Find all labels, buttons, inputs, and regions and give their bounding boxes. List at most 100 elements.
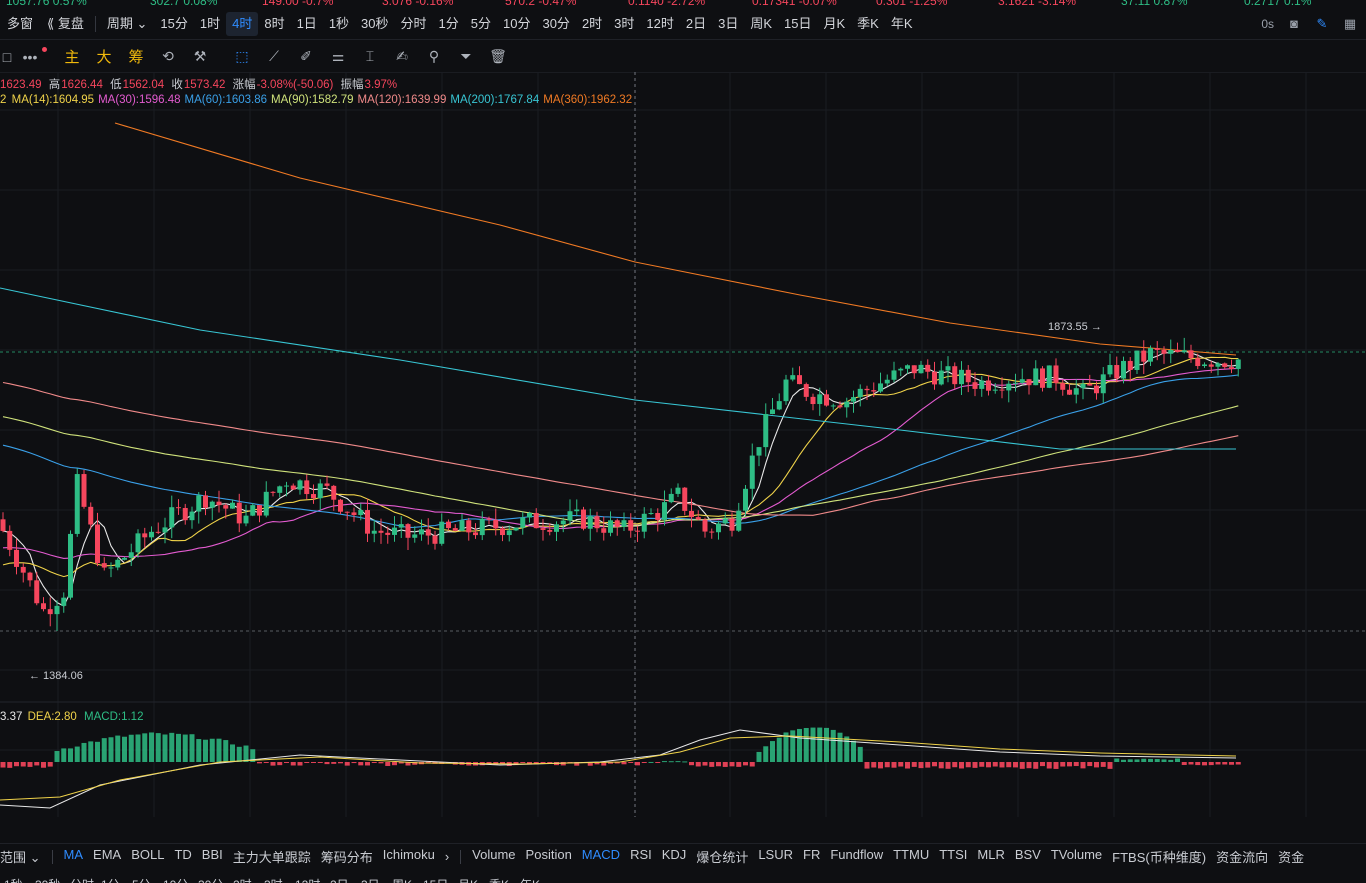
interval-10[interactable]: 10分 — [503, 15, 531, 31]
measure-icon[interactable]: ⌶ — [365, 48, 375, 64]
sub-indicator-10[interactable]: TTSI — [939, 847, 968, 862]
sub-indicator-1[interactable]: Position — [525, 847, 572, 862]
ticker-item[interactable]: 302.7 0.08% — [150, 0, 218, 8]
interval-19[interactable]: 月K — [823, 15, 846, 31]
main-indicator-7[interactable]: Ichimoku — [382, 847, 435, 862]
interval-17[interactable]: 周K — [750, 15, 773, 31]
ticker-item[interactable]: 0.1140 -2.72% — [628, 0, 706, 8]
sub-indicator-14[interactable]: FTBS(币种维度) — [1112, 850, 1207, 865]
bottom-interval-9[interactable]: 12时 — [295, 876, 320, 883]
bottom-interval-7[interactable]: 2时 — [233, 876, 252, 883]
ticker-item[interactable]: 0.17341 -0.07% — [752, 0, 837, 8]
interval-1[interactable]: 1时 — [199, 15, 221, 31]
ticker-item[interactable]: 570.2 -0.47% — [505, 0, 577, 8]
main-indicator-4[interactable]: BBI — [201, 847, 223, 862]
sub-indicator-2[interactable]: MACD — [581, 847, 621, 862]
interval-21[interactable]: 年K — [890, 15, 913, 31]
main-indicator-0[interactable]: MA — [63, 847, 84, 862]
replay-button[interactable]: ⟪ 复盘 — [47, 15, 84, 31]
bottom-interval-15[interactable]: 季K — [489, 876, 509, 883]
clock-draw-icon[interactable]: ⟲ — [162, 48, 174, 64]
brush-icon[interactable]: ✐ — [300, 48, 312, 64]
camera-icon[interactable]: ◙ — [1290, 16, 1298, 31]
pencil-icon[interactable]: ✎ — [1316, 16, 1328, 31]
interval-4[interactable]: 1日 — [296, 15, 317, 31]
interval-20[interactable]: 季K — [857, 15, 879, 31]
filter-icon[interactable]: ⏷ — [460, 48, 472, 64]
magnet-icon[interactable]: ⚲ — [428, 48, 440, 64]
interval-0[interactable]: 15分 — [160, 15, 188, 31]
ruler-icon[interactable]: ⚒ — [193, 48, 207, 64]
interval-6[interactable]: 30秒 — [361, 15, 389, 31]
bottom-interval-8[interactable]: 3时 — [264, 876, 283, 883]
bottom-interval-6[interactable]: 30分 — [198, 876, 223, 883]
main-force-button[interactable]: 主 — [64, 49, 80, 66]
more-icon[interactable]: ••• — [22, 48, 38, 65]
trash-icon[interactable]: 🗑 — [489, 48, 507, 64]
bottom-interval-12[interactable]: 周K — [392, 876, 412, 883]
sub-indicator-13[interactable]: TVolume — [1050, 847, 1103, 862]
sub-indicator-15[interactable]: 资金流向 — [1216, 850, 1269, 865]
cursor-icon[interactable]: ⬚ — [235, 48, 249, 64]
bottom-interval-3[interactable]: 1分 — [101, 876, 120, 883]
price-chart[interactable]: 1873.55 →← 1384.064月 104月 124月 144月 164月… — [0, 72, 1366, 817]
bottom-interval-4[interactable]: 5分 — [132, 876, 151, 883]
ticker-item[interactable]: 0.301 -1.25% — [876, 0, 948, 8]
chip-button[interactable]: 筹 — [128, 49, 144, 66]
ticker-item[interactable]: 0.2717 0.1% — [1244, 0, 1312, 8]
ticker-item[interactable]: 37.11 0.87% — [1121, 0, 1188, 8]
bottom-interval-10[interactable]: 2日 — [330, 876, 349, 883]
interval-3[interactable]: 8时 — [264, 15, 285, 31]
chevron-right-icon[interactable]: › — [444, 849, 450, 864]
ticker-item[interactable]: 3.1621 -3.14% — [998, 0, 1077, 8]
ticker-item[interactable]: 3.076 -0.16% — [382, 0, 454, 8]
sub-indicator-16[interactable]: 资金 — [1278, 850, 1305, 865]
main-indicator-5[interactable]: 主力大单跟踪 — [232, 850, 311, 865]
sub-indicator-5[interactable]: 爆仓统计 — [696, 850, 749, 865]
interval-7[interactable]: 分时 — [400, 15, 427, 31]
multi-window-button[interactable]: 多窗 — [7, 15, 34, 31]
sub-indicator-0[interactable]: Volume — [472, 847, 516, 862]
interval-8[interactable]: 1分 — [438, 15, 459, 31]
main-indicator-3[interactable]: TD — [174, 847, 192, 862]
interval-13[interactable]: 3时 — [614, 15, 635, 31]
interval-18[interactable]: 15日 — [784, 15, 812, 31]
ticker-item[interactable]: 1057.76 0.57% — [6, 0, 87, 8]
interval-16[interactable]: 3日 — [718, 15, 739, 31]
pattern-icon[interactable]: ⚌ — [331, 48, 345, 64]
layout-icon[interactable]: □ — [2, 48, 12, 65]
sub-indicator-11[interactable]: MLR — [977, 847, 1005, 862]
interval-12[interactable]: 2时 — [581, 15, 603, 31]
ticker-item[interactable]: 149.00 -0.7% — [262, 0, 334, 8]
grid-icon[interactable]: ▦ — [1343, 16, 1357, 31]
bottom-interval-2[interactable]: 分时 — [70, 876, 94, 883]
main-indicator-2[interactable]: BOLL — [131, 847, 165, 862]
interval-2[interactable]: 4时 — [226, 11, 259, 36]
main-indicator-6[interactable]: 筹码分布 — [320, 850, 373, 865]
bottom-interval-1[interactable]: 30秒 — [35, 876, 60, 883]
range-dropdown[interactable]: 范围 ⌄ — [0, 850, 41, 865]
sub-indicator-12[interactable]: BSV — [1014, 847, 1041, 862]
sub-indicator-3[interactable]: RSI — [630, 847, 652, 862]
sub-indicator-6[interactable]: LSUR — [758, 847, 794, 862]
interval-9[interactable]: 5分 — [470, 15, 491, 31]
trendline-icon[interactable]: ⟋ — [269, 48, 279, 64]
sub-indicator-9[interactable]: TTMU — [893, 847, 930, 862]
interval-11[interactable]: 30分 — [542, 15, 570, 31]
interval-5[interactable]: 1秒 — [328, 15, 350, 31]
period-dropdown[interactable]: 周期 ⌄ — [106, 15, 148, 31]
bottom-interval-0[interactable]: 1秒 — [4, 876, 23, 883]
sub-indicator-7[interactable]: FR — [803, 847, 821, 862]
bottom-interval-11[interactable]: 3日 — [361, 876, 380, 883]
bottom-interval-5[interactable]: 10分 — [163, 876, 188, 883]
sub-indicator-8[interactable]: Fundflow — [830, 847, 884, 862]
big-order-button[interactable]: 大 — [96, 49, 112, 66]
bottom-interval-14[interactable]: 月K — [458, 876, 478, 883]
note-icon[interactable]: ✍ — [396, 48, 408, 64]
main-indicator-1[interactable]: EMA — [93, 847, 122, 862]
sub-indicator-4[interactable]: KDJ — [661, 847, 687, 862]
interval-15[interactable]: 2日 — [685, 15, 707, 31]
interval-14[interactable]: 12时 — [646, 15, 674, 31]
bottom-interval-13[interactable]: 15日 — [423, 876, 448, 883]
bottom-interval-16[interactable]: 年K — [520, 876, 540, 883]
